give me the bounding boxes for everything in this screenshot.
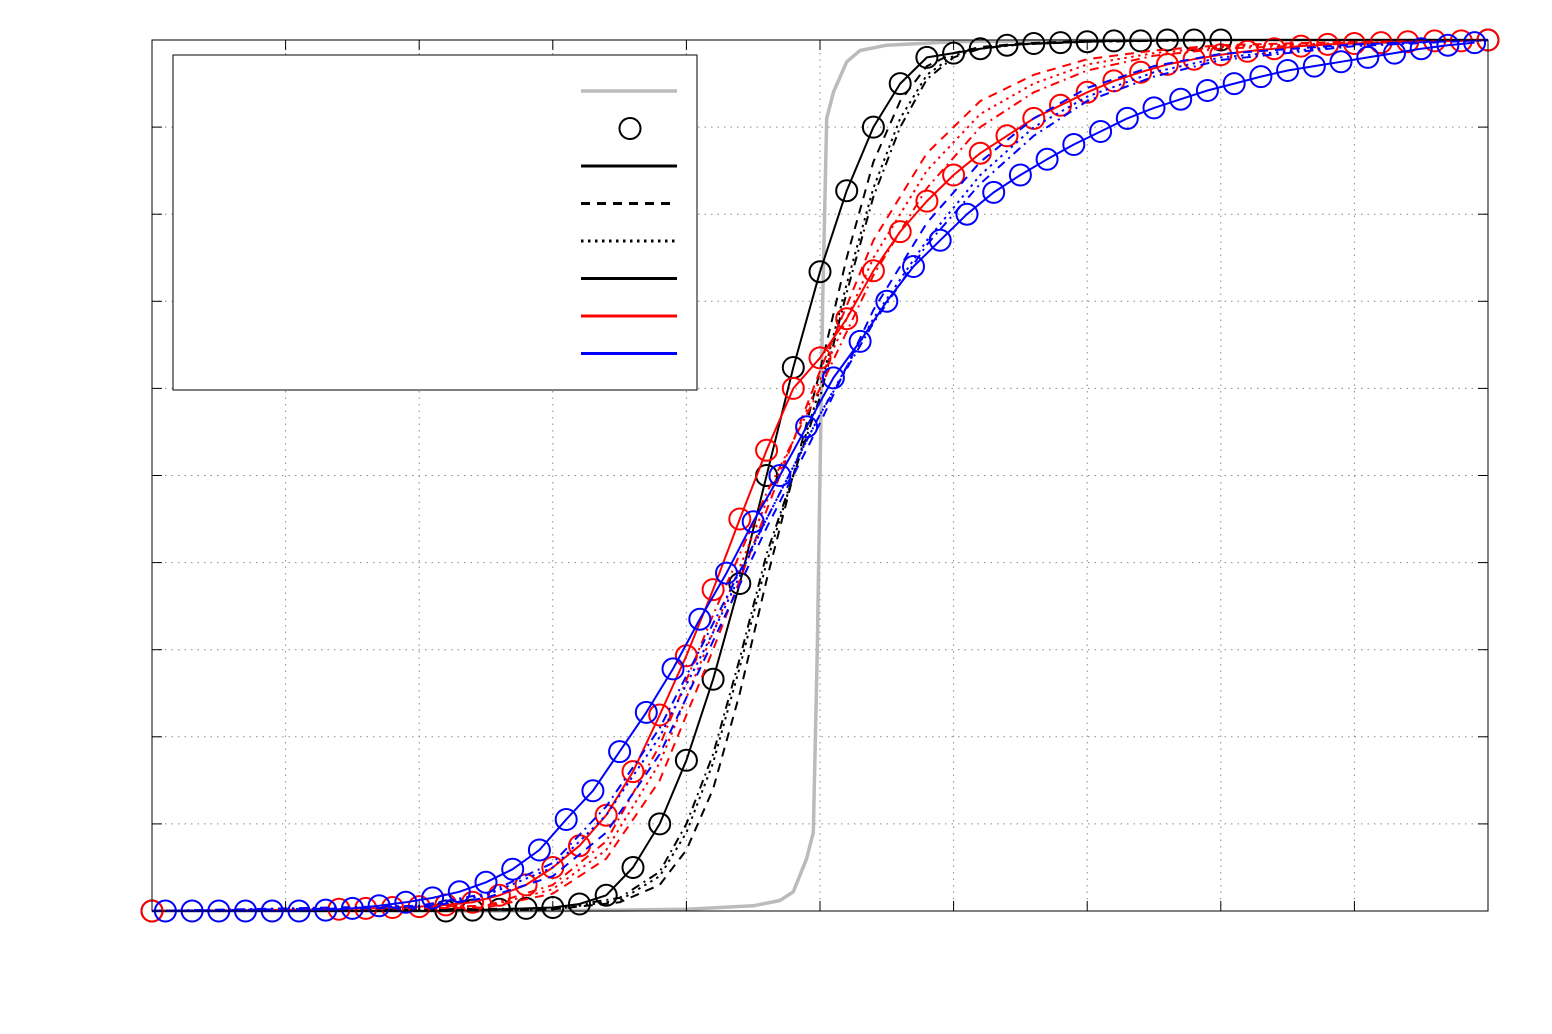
series-6	[151, 39, 1489, 912]
series-marker	[594, 803, 618, 827]
series-marker	[888, 72, 912, 96]
series-marker	[1142, 96, 1166, 120]
series-marker	[741, 510, 765, 534]
series-marker	[995, 124, 1019, 148]
series-marker	[1409, 37, 1433, 61]
series-marker	[875, 289, 899, 313]
series-line	[151, 39, 1489, 912]
series-marker	[1155, 52, 1179, 76]
series-marker	[808, 346, 832, 370]
series-marker	[1463, 31, 1487, 55]
series-marker	[1302, 54, 1326, 78]
legend-marker-sample	[618, 117, 642, 140]
series-line	[165, 41, 1475, 912]
series-marker	[915, 45, 939, 69]
series-7	[151, 39, 1489, 912]
series-marker	[701, 667, 725, 691]
series-0	[152, 38, 1488, 913]
series-10	[151, 39, 1489, 912]
series-marker	[554, 808, 578, 831]
series-marker	[1008, 163, 1032, 187]
series-marker	[674, 748, 698, 772]
series-line	[151, 39, 1488, 912]
series-marker	[1262, 37, 1286, 61]
series-marker	[648, 703, 672, 727]
series-marker	[487, 883, 511, 907]
series-marker	[888, 220, 912, 244]
series-marker	[1169, 87, 1193, 111]
series-marker	[1089, 120, 1113, 143]
series-line	[151, 39, 1489, 912]
series-marker	[1062, 133, 1086, 156]
series-marker	[541, 896, 565, 919]
series-marker	[1329, 50, 1353, 74]
series-marker	[527, 838, 551, 862]
series-marker	[861, 259, 885, 283]
series-marker	[781, 376, 805, 400]
series-marker	[835, 179, 859, 203]
series-marker	[701, 578, 725, 602]
series-marker	[1222, 72, 1246, 96]
series-marker	[728, 507, 752, 531]
series-marker	[634, 700, 658, 724]
series-marker	[955, 202, 979, 226]
series-marker	[821, 366, 845, 390]
series-marker	[608, 740, 632, 764]
series-marker	[848, 329, 872, 353]
series-marker	[621, 760, 645, 784]
series-marker	[768, 464, 792, 487]
series-marker	[1289, 34, 1313, 58]
series-line	[151, 39, 1489, 912]
series-marker	[421, 886, 445, 910]
series-marker	[808, 260, 832, 284]
series-marker	[1236, 39, 1259, 63]
series-8	[151, 39, 1489, 912]
series-marker	[1249, 65, 1273, 89]
series-marker	[568, 892, 591, 916]
series-marker	[1075, 80, 1099, 104]
series-marker	[915, 189, 939, 213]
series-marker	[581, 779, 605, 803]
series-marker	[1356, 45, 1380, 69]
series-marker	[1129, 60, 1153, 84]
series-marker	[314, 898, 338, 922]
series-marker	[1115, 106, 1139, 130]
axis-ticks	[151, 39, 1489, 912]
series-marker	[982, 180, 1006, 204]
series-marker	[648, 812, 672, 836]
series-marker	[474, 870, 498, 894]
series-marker	[968, 141, 992, 165]
series-line	[152, 38, 1488, 913]
series-marker	[688, 607, 712, 631]
series-2	[151, 39, 1488, 912]
series-line	[151, 39, 1488, 912]
series-marker	[1436, 33, 1460, 57]
series-marker	[501, 857, 525, 881]
series-marker	[942, 163, 966, 187]
series-marker	[1276, 59, 1300, 82]
series-marker	[1035, 147, 1059, 171]
series-marker	[661, 657, 685, 681]
series-marker	[1049, 93, 1072, 117]
series-marker	[861, 115, 885, 139]
series-marker	[621, 856, 645, 879]
legend	[172, 54, 698, 391]
series-marker	[1195, 79, 1219, 102]
legend-entry-1	[618, 117, 642, 140]
series-4	[151, 39, 1488, 912]
series-marker	[835, 307, 859, 331]
series-line	[151, 39, 1489, 912]
series-marker	[1022, 106, 1046, 130]
series-marker	[755, 438, 779, 462]
series-marker	[394, 890, 418, 914]
series-marker	[715, 561, 738, 585]
legend-box	[172, 54, 698, 391]
series-line	[151, 39, 1489, 912]
series-marker	[594, 883, 618, 907]
series-12	[151, 39, 1489, 912]
series-marker	[902, 255, 925, 278]
series-marker	[1316, 32, 1340, 56]
